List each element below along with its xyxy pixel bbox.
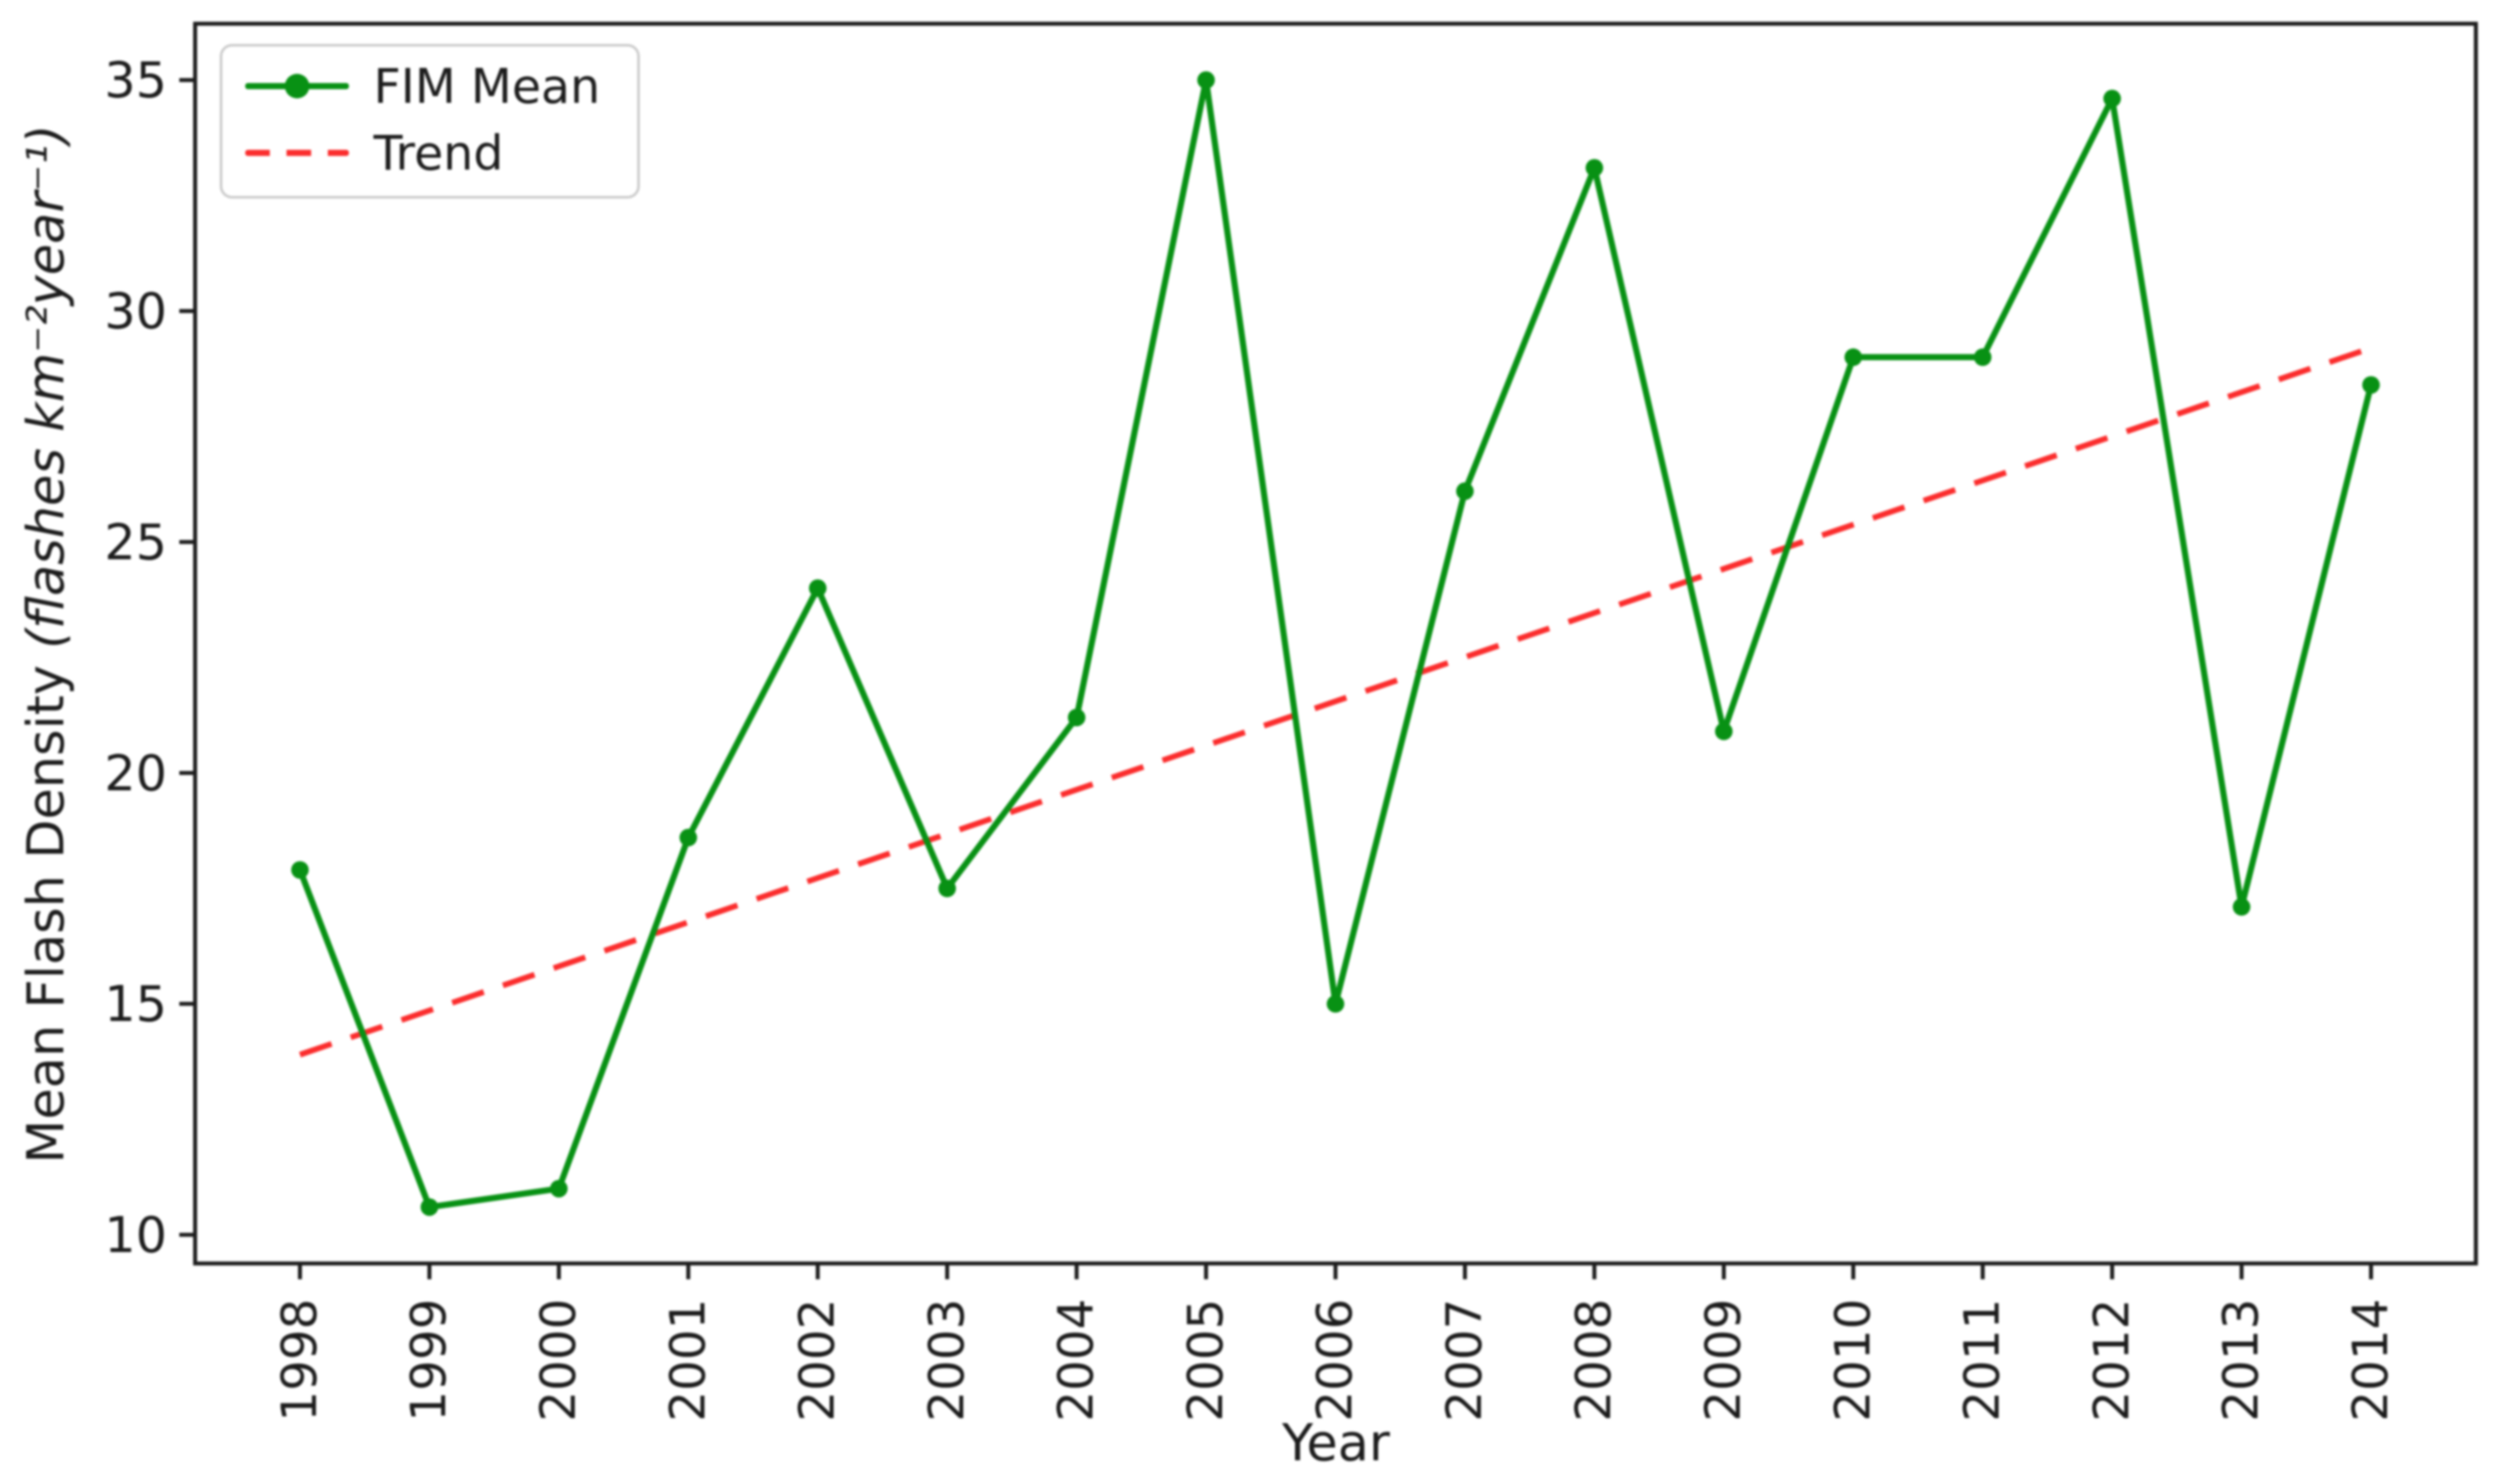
data-point-marker xyxy=(420,1198,439,1216)
y-tick-label: 35 xyxy=(105,53,167,110)
plot-frame xyxy=(192,21,2479,1266)
x-tick-label: 2014 xyxy=(2342,1299,2399,1422)
x-tick-label: 2009 xyxy=(1695,1299,1751,1422)
green-line-marker-icon xyxy=(245,74,349,98)
x-tick-label: 2005 xyxy=(1177,1299,1233,1422)
y-axis-label: Mean Flash Density (flashes km⁻²year⁻¹) xyxy=(16,125,76,1164)
data-point-marker xyxy=(549,1179,568,1198)
data-point-marker xyxy=(809,579,827,597)
x-tick-label: 1998 xyxy=(271,1299,327,1422)
data-point-marker xyxy=(1197,71,1216,90)
x-tick-label: 2010 xyxy=(1825,1299,1881,1422)
y-tick-label: 25 xyxy=(105,514,167,571)
data-point-marker xyxy=(1455,482,1474,501)
legend-label-fim-mean: FIM Mean xyxy=(374,58,600,114)
data-point-marker xyxy=(2103,90,2122,108)
legend: FIM Mean Trend xyxy=(220,44,640,199)
x-tick-label: 2004 xyxy=(1048,1299,1104,1422)
x-tick-label: 2012 xyxy=(2083,1299,2139,1422)
data-point-marker xyxy=(1844,348,1862,366)
x-tick-label: 2003 xyxy=(918,1299,975,1422)
x-axis-label: Year xyxy=(1281,1413,1390,1473)
data-point-marker xyxy=(679,829,698,847)
y-tick-label: 10 xyxy=(105,1207,167,1264)
y-axis-label-units: (flashes km⁻²year⁻¹) xyxy=(16,124,76,649)
x-tick-label: 2013 xyxy=(2213,1299,2269,1422)
x-tick-label: 2008 xyxy=(1565,1299,1622,1422)
trend-line xyxy=(299,344,2372,1058)
data-point-marker xyxy=(291,861,309,880)
x-tick-label: 2006 xyxy=(1307,1299,1363,1422)
data-point-marker xyxy=(2362,376,2380,395)
data-point-marker xyxy=(938,880,956,898)
y-tick-label: 20 xyxy=(105,745,167,802)
y-tick-label: 15 xyxy=(105,976,167,1033)
legend-label-trend: Trend xyxy=(374,125,504,181)
y-tick-label: 30 xyxy=(105,284,167,341)
legend-item-trend: Trend xyxy=(245,120,600,185)
x-tick-label: 2000 xyxy=(530,1299,586,1422)
data-point-marker xyxy=(1586,159,1604,177)
data-point-marker xyxy=(1326,995,1345,1013)
legend-item-fim-mean: FIM Mean xyxy=(245,54,600,119)
data-point-marker xyxy=(1715,722,1733,741)
red-dashed-line-icon xyxy=(245,141,349,165)
data-point-marker xyxy=(2232,898,2251,916)
fim-mean-line xyxy=(296,76,2375,1211)
x-tick-label: 2002 xyxy=(789,1299,846,1422)
x-tick-label: 1999 xyxy=(401,1299,457,1422)
x-tick-label: 2007 xyxy=(1436,1299,1492,1422)
data-point-marker xyxy=(1973,348,1992,366)
y-axis-label-text: Mean Flash Density xyxy=(16,648,76,1164)
x-tick-label: 2001 xyxy=(659,1299,715,1422)
data-point-marker xyxy=(1067,708,1085,727)
x-tick-label: 2011 xyxy=(1954,1299,2010,1422)
